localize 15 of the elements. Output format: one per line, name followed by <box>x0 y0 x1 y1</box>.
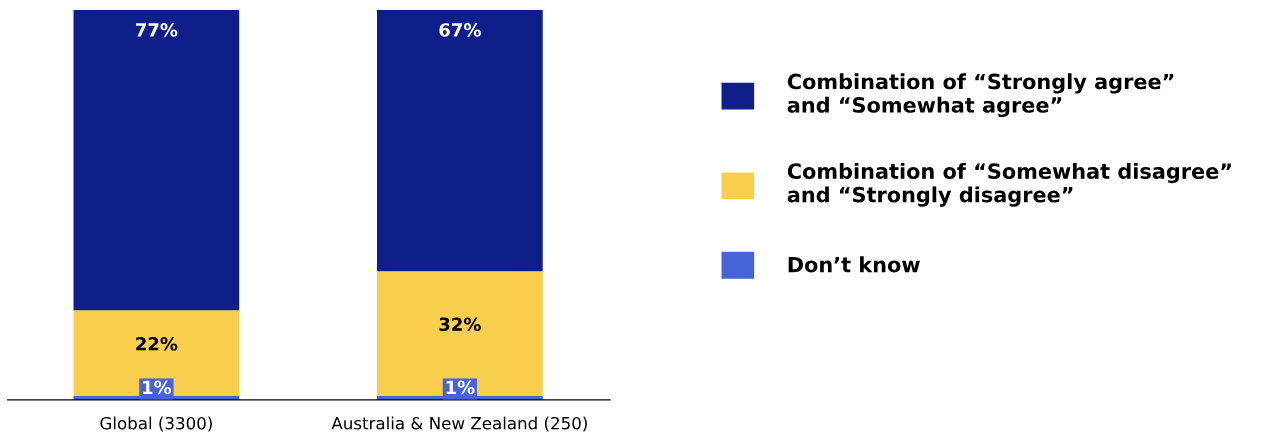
data-label: 1% <box>143 380 172 395</box>
x-tick-label: Australia & New Zealand (250) <box>331 416 587 432</box>
data-label: 32% <box>439 317 481 332</box>
x-tick-label: Global (3300) <box>100 416 212 432</box>
legend-label: Combination of “Somewhat disagree” and “Strongly disagree” <box>787 162 1231 207</box>
data-label: 77% <box>135 23 178 37</box>
bar <box>377 271 543 397</box>
bar <box>73 10 240 311</box>
legend-label: Combination of “Strongly agree” and “Somewhat agree” <box>787 73 1174 118</box>
data-label: 67% <box>439 23 481 37</box>
data-label: 1% <box>446 380 475 395</box>
bar <box>377 10 543 272</box>
data-label: 22% <box>136 336 178 351</box>
bar <box>73 310 240 397</box>
legend-label: Don’t know <box>788 256 920 273</box>
